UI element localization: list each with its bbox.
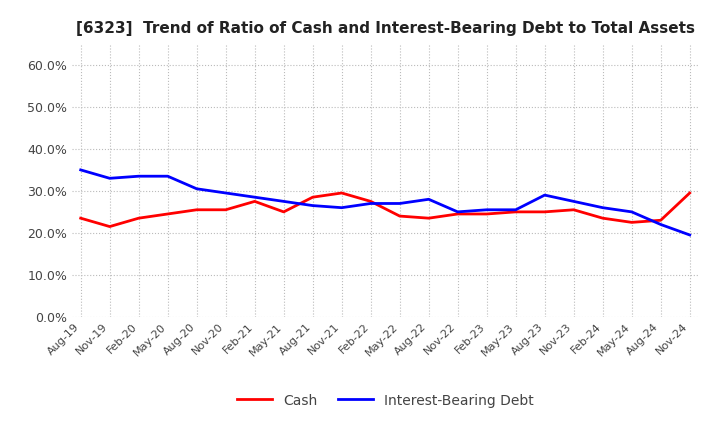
Interest-Bearing Debt [251, 194, 259, 200]
Cash [454, 211, 462, 216]
Cash [657, 218, 665, 223]
Cash [685, 191, 694, 196]
Legend: Cash, Interest-Bearing Debt: Cash, Interest-Bearing Debt [231, 389, 539, 414]
Interest-Bearing Debt [308, 203, 317, 208]
Cash [221, 207, 230, 213]
Interest-Bearing Debt [105, 176, 114, 181]
Cash [163, 211, 172, 216]
Interest-Bearing Debt [135, 173, 143, 179]
Line: Cash: Cash [81, 193, 690, 227]
Cash [395, 213, 404, 219]
Cash [570, 207, 578, 213]
Interest-Bearing Debt [454, 209, 462, 215]
Interest-Bearing Debt [598, 205, 607, 210]
Cash [338, 191, 346, 196]
Interest-Bearing Debt [338, 205, 346, 210]
Interest-Bearing Debt [279, 199, 288, 204]
Cash [135, 216, 143, 221]
Interest-Bearing Debt [192, 186, 201, 191]
Interest-Bearing Debt [511, 207, 520, 213]
Interest-Bearing Debt [221, 191, 230, 196]
Interest-Bearing Debt [541, 192, 549, 198]
Cash [192, 207, 201, 213]
Interest-Bearing Debt [482, 207, 491, 213]
Cash [424, 216, 433, 221]
Interest-Bearing Debt [570, 199, 578, 204]
Interest-Bearing Debt [424, 197, 433, 202]
Interest-Bearing Debt [685, 232, 694, 238]
Interest-Bearing Debt [76, 167, 85, 172]
Interest-Bearing Debt [395, 201, 404, 206]
Line: Interest-Bearing Debt: Interest-Bearing Debt [81, 170, 690, 235]
Interest-Bearing Debt [627, 209, 636, 215]
Interest-Bearing Debt [657, 222, 665, 227]
Cash [76, 216, 85, 221]
Interest-Bearing Debt [163, 173, 172, 179]
Cash [279, 209, 288, 215]
Interest-Bearing Debt [366, 201, 375, 206]
Cash [366, 199, 375, 204]
Cash [598, 216, 607, 221]
Cash [308, 194, 317, 200]
Cash [627, 220, 636, 225]
Cash [105, 224, 114, 229]
Cash [511, 209, 520, 215]
Title: [6323]  Trend of Ratio of Cash and Interest-Bearing Debt to Total Assets: [6323] Trend of Ratio of Cash and Intere… [76, 21, 695, 36]
Cash [541, 209, 549, 215]
Cash [482, 211, 491, 216]
Cash [251, 199, 259, 204]
